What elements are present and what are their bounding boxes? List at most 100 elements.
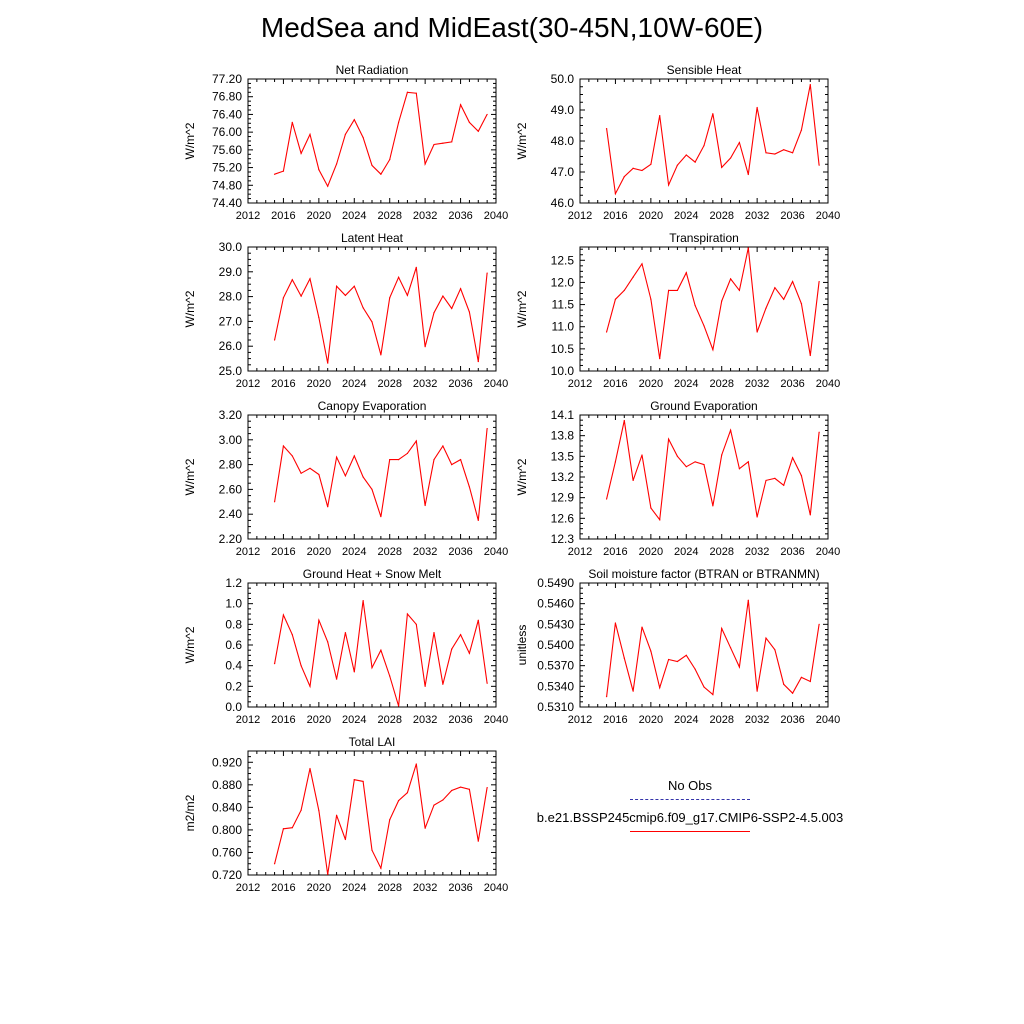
data-point	[282, 170, 285, 172]
x-tick-label: 2032	[745, 210, 769, 222]
data-point	[712, 349, 714, 351]
data-point	[282, 828, 285, 830]
panel-title: Net Radiation	[336, 63, 409, 77]
data-point	[433, 804, 435, 806]
data-point	[389, 675, 391, 677]
x-tick-label: 2036	[448, 378, 472, 390]
x-tick-label: 2028	[709, 210, 733, 222]
data-point	[273, 339, 276, 341]
x-tick-label: 2016	[271, 378, 295, 390]
x-tick-label: 2040	[816, 210, 840, 222]
data-point	[477, 619, 479, 621]
data-point	[335, 456, 338, 458]
y-tick-label: 3.00	[219, 433, 243, 447]
series-line	[274, 763, 488, 875]
y-tick-label: 1.2	[225, 576, 242, 590]
data-point	[406, 91, 409, 93]
y-tick-label: 0.5430	[537, 617, 574, 631]
data-point	[309, 685, 311, 687]
data-point	[791, 152, 794, 154]
data-point	[486, 682, 488, 684]
y-tick-label: 0.2	[225, 679, 242, 693]
data-point	[291, 634, 293, 636]
data-point	[818, 280, 820, 283]
data-point	[605, 128, 608, 130]
data-point	[623, 419, 625, 422]
y-tick-label: 0.840	[212, 800, 242, 814]
x-tick-label: 2032	[413, 546, 437, 558]
panel-title: Ground Heat + Snow Melt	[303, 567, 442, 581]
data-point	[685, 272, 687, 274]
data-point	[371, 164, 373, 166]
data-point	[406, 452, 409, 455]
data-point	[694, 461, 696, 463]
data-point	[468, 788, 471, 790]
y-tick-label: 47.0	[551, 165, 575, 179]
x-tick-label: 2036	[448, 210, 472, 222]
data-point	[756, 331, 758, 333]
data-point	[318, 317, 320, 319]
y-tick-label: 2.40	[219, 507, 243, 521]
y-tick-label: 3.20	[219, 408, 243, 422]
x-tick-label: 2012	[568, 546, 592, 558]
series-line	[274, 91, 488, 188]
data-point	[783, 298, 785, 300]
data-point	[477, 840, 479, 842]
data-point	[676, 289, 679, 291]
data-point	[800, 129, 803, 131]
y-tick-label: 0.5460	[537, 597, 574, 611]
data-point	[335, 678, 338, 680]
data-point	[291, 279, 293, 281]
data-point	[433, 459, 435, 461]
data-point	[318, 619, 320, 621]
series-line	[606, 420, 820, 522]
data-point	[694, 668, 696, 670]
data-point	[486, 113, 488, 116]
data-point	[721, 454, 723, 456]
data-point	[650, 650, 652, 652]
data-point	[809, 680, 811, 683]
y-tick-label: 2.20	[219, 532, 243, 546]
y-tick-label: 76.40	[212, 107, 242, 121]
y-tick-label: 14.1	[551, 408, 575, 422]
y-tick-label: 10.0	[551, 364, 575, 378]
x-tick-label: 2020	[639, 378, 663, 390]
data-point	[424, 346, 426, 348]
data-point	[442, 445, 444, 447]
data-point	[703, 145, 705, 147]
x-tick-label: 2040	[484, 882, 508, 894]
data-point	[765, 479, 767, 482]
y-axis-label: W/m^2	[515, 122, 529, 159]
data-point	[415, 440, 417, 442]
data-point	[623, 176, 625, 178]
y-tick-label: 75.20	[212, 161, 242, 175]
data-point	[667, 184, 670, 186]
data-point	[442, 683, 444, 685]
data-point	[703, 686, 705, 688]
data-point	[327, 185, 329, 187]
x-tick-label: 2020	[639, 210, 663, 222]
y-tick-label: 0.800	[212, 823, 242, 837]
plot-frame	[579, 78, 829, 204]
x-tick-label: 2028	[709, 378, 733, 390]
data-point	[712, 694, 714, 696]
panel-title: Soil moisture factor (BTRAN or BTRANMN)	[588, 567, 819, 581]
data-point	[362, 136, 364, 139]
data-point	[809, 514, 811, 516]
data-point	[774, 477, 776, 479]
data-point	[327, 641, 329, 643]
chart-panel-9: Total LAI m2/m2 2012 2016 2020 2024 2028 2032 20…	[183, 735, 508, 894]
data-point	[756, 690, 758, 692]
data-point	[632, 276, 634, 278]
panel-title: Canopy Evaporation	[318, 399, 427, 413]
data-point	[694, 304, 696, 307]
y-axis-label: W/m^2	[183, 122, 197, 159]
y-tick-label: 10.5	[551, 342, 575, 356]
data-point	[818, 623, 820, 625]
data-point	[694, 161, 696, 163]
series-line	[606, 247, 820, 359]
x-tick-label: 2036	[780, 714, 804, 726]
data-point	[800, 475, 803, 477]
data-point	[309, 467, 311, 469]
data-point	[685, 466, 687, 468]
